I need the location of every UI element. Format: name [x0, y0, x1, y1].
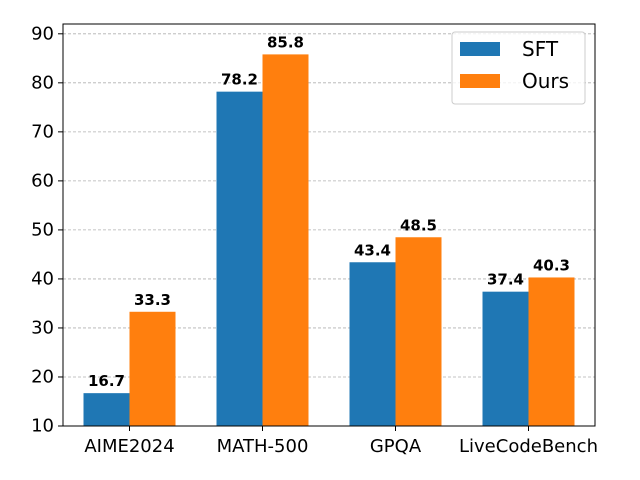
data-label-sft-math-500: 78.2 — [221, 71, 258, 89]
y-tick-label: 30 — [31, 317, 54, 338]
data-label-ours-aime2024: 33.3 — [134, 291, 171, 309]
legend-swatch-ours — [460, 74, 500, 88]
bar-sft-aime2024 — [83, 393, 130, 426]
y-tick-label: 70 — [31, 121, 54, 142]
bar-ours-gpqa — [395, 237, 442, 426]
bar-ours-math-500 — [262, 54, 309, 427]
x-tick-label: AIME2024 — [84, 436, 174, 457]
legend-swatch-sft — [460, 42, 500, 56]
bars — [83, 54, 575, 427]
bar-ours-aime2024 — [129, 311, 176, 426]
x-tick-label: LiveCodeBench — [459, 436, 598, 457]
y-tick-label: 20 — [31, 366, 54, 387]
data-labels: 16.7 33.3 78.2 85.8 43.4 48.5 37.4 40.3 — [88, 33, 570, 390]
x-tick-label: MATH-500 — [217, 436, 309, 457]
data-label-ours-livecodebench: 40.3 — [533, 256, 570, 274]
legend-label-sft: SFT — [522, 37, 559, 61]
y-tick-label: 90 — [31, 23, 54, 44]
data-label-sft-aime2024: 16.7 — [88, 372, 125, 390]
data-label-ours-math-500: 85.8 — [267, 33, 304, 51]
plot-frame — [62, 23, 596, 427]
bar-sft-math-500 — [216, 91, 263, 426]
data-label-sft-livecodebench: 37.4 — [487, 271, 524, 289]
y-tick-label: 60 — [31, 170, 54, 191]
y-tick-label: 80 — [31, 72, 54, 93]
data-label-ours-gpqa: 48.5 — [400, 216, 437, 234]
axes: 10 20 30 40 50 60 70 80 90 AIME2024 MATH-500 GPQA Li… — [31, 23, 598, 457]
bar-sft-gpqa — [349, 262, 396, 426]
x-tick-label: GPQA — [370, 436, 422, 457]
data-label-sft-gpqa: 43.4 — [354, 241, 391, 259]
bar-ours-livecodebench — [528, 277, 575, 426]
bar-sft-livecodebench — [482, 291, 529, 426]
legend: SFT Ours — [451, 31, 586, 105]
y-tick-label: 50 — [31, 219, 54, 240]
legend-label-ours: Ours — [522, 69, 569, 93]
y-tick-label: 40 — [31, 268, 54, 289]
y-tick-label: 10 — [31, 416, 54, 437]
